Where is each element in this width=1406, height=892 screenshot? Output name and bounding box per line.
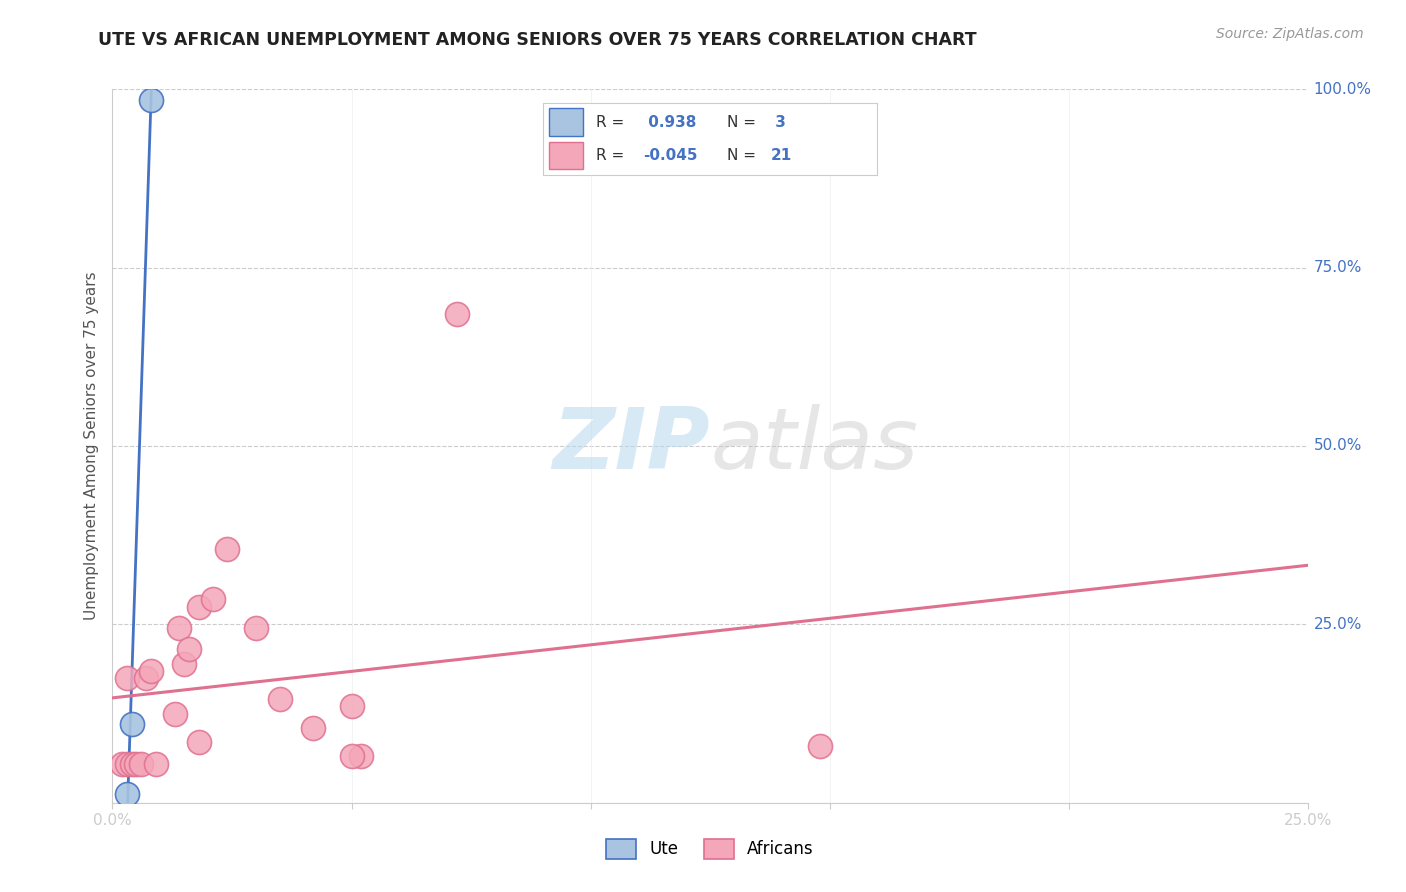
Point: [129, 756, 152, 771]
Point: [201, 592, 224, 607]
Text: ZIP: ZIP: [553, 404, 710, 488]
Point: [173, 657, 195, 671]
Point: [163, 706, 186, 721]
Text: 25.0%: 25.0%: [1313, 617, 1362, 632]
Point: [125, 756, 148, 771]
Point: [115, 787, 138, 801]
Legend: Ute, Africans: Ute, Africans: [600, 832, 820, 866]
Point: [187, 735, 209, 749]
Point: [139, 93, 162, 107]
Point: [121, 717, 143, 731]
Point: [187, 599, 209, 614]
Point: [169, 621, 191, 635]
Y-axis label: Unemployment Among Seniors over 75 years: Unemployment Among Seniors over 75 years: [83, 272, 98, 620]
Point: [340, 699, 363, 714]
Point: [121, 756, 143, 771]
Text: 100.0%: 100.0%: [1313, 82, 1372, 96]
Point: [217, 542, 239, 557]
Point: [145, 756, 167, 771]
Point: [269, 692, 291, 706]
Point: [245, 621, 267, 635]
Point: [446, 307, 468, 321]
Point: [111, 756, 134, 771]
Text: 75.0%: 75.0%: [1313, 260, 1362, 275]
Point: [115, 756, 138, 771]
Point: [808, 739, 831, 753]
Point: [302, 721, 325, 735]
Point: [115, 671, 138, 685]
Point: [177, 642, 200, 657]
Point: [139, 664, 162, 678]
Text: UTE VS AFRICAN UNEMPLOYMENT AMONG SENIORS OVER 75 YEARS CORRELATION CHART: UTE VS AFRICAN UNEMPLOYMENT AMONG SENIOR…: [98, 31, 977, 49]
Point: [135, 671, 157, 685]
Text: atlas: atlas: [710, 404, 918, 488]
Text: Source: ZipAtlas.com: Source: ZipAtlas.com: [1216, 27, 1364, 41]
Point: [340, 749, 363, 764]
Text: 50.0%: 50.0%: [1313, 439, 1362, 453]
Point: [350, 749, 373, 764]
